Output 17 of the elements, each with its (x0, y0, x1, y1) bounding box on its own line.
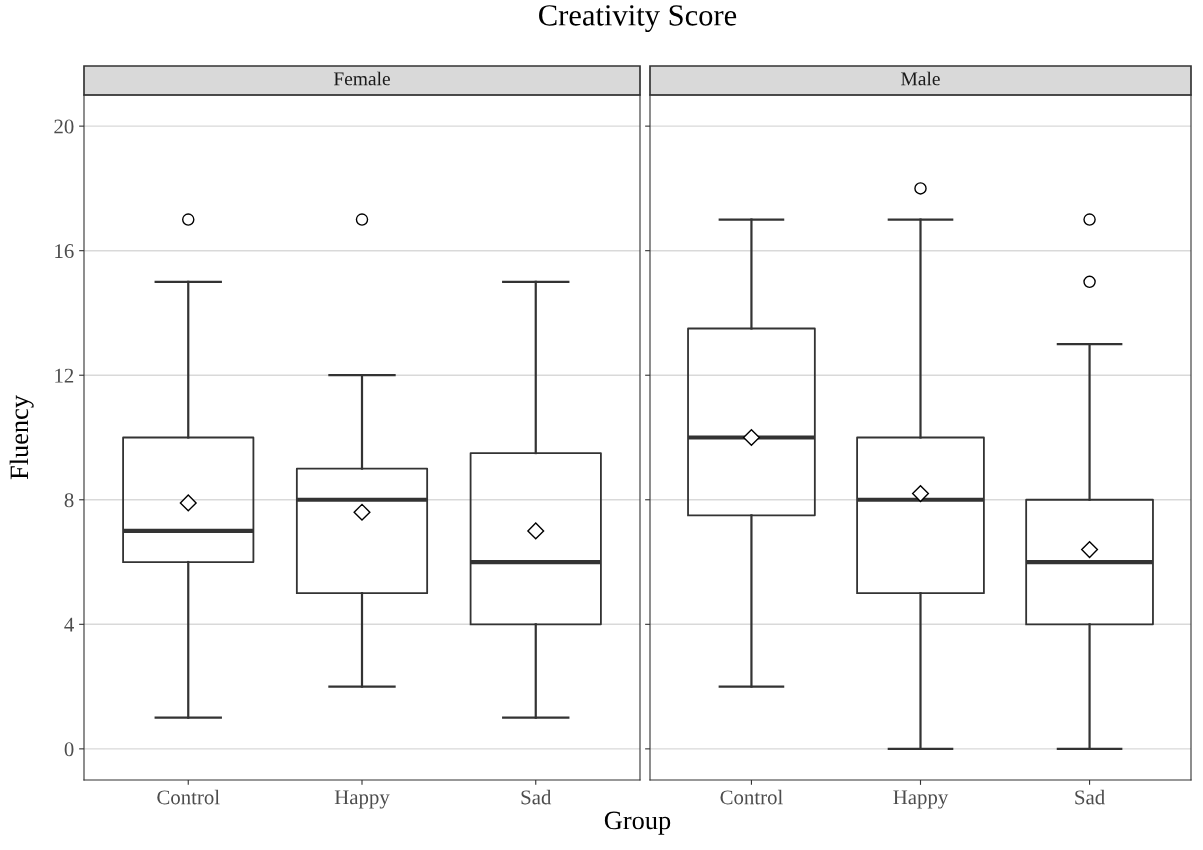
chart-subtitle: Female (333, 71, 390, 86)
x-tick-label: Control (720, 789, 783, 805)
x-tick-label: Sad (521, 789, 552, 805)
y-tick-label: 16 (55, 244, 74, 259)
y-tick-label: 12 (55, 368, 74, 383)
y-tick-label: 8 (64, 493, 74, 508)
x-axis-title: Group (604, 811, 671, 835)
x-tick-label: Happy (334, 790, 390, 809)
x-tick-label: Happy (893, 790, 949, 809)
x-tick-label: Control (157, 789, 220, 805)
chart-title: Creativity Score (539, 5, 737, 32)
y-axis-title: Fluency (9, 395, 34, 480)
y-tick-label: 0 (64, 742, 74, 757)
chart-subtitle: Male (901, 71, 940, 86)
y-tick-label: 4 (64, 617, 74, 632)
x-tick-label: Sad (1075, 789, 1105, 805)
y-tick-label: 20 (54, 119, 74, 134)
